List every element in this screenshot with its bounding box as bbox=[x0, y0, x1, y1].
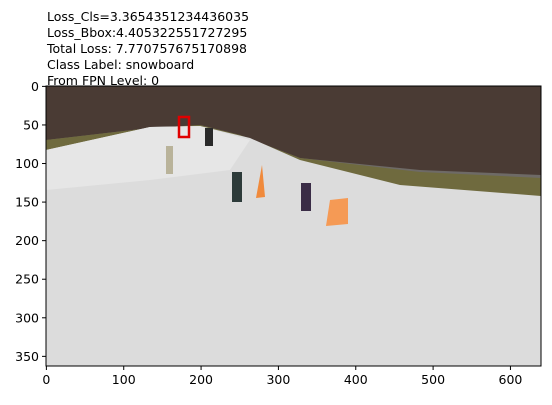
skier bbox=[232, 172, 242, 202]
skier bbox=[166, 146, 173, 174]
x-tick-label: 300 bbox=[266, 372, 290, 387]
x-tick-label: 400 bbox=[344, 372, 368, 387]
y-tick-label: 150 bbox=[15, 195, 39, 210]
flag bbox=[256, 165, 265, 198]
title-line: Total Loss: 7.770757675170898 bbox=[46, 41, 247, 56]
title-line: Loss_Cls=3.3654351234436035 bbox=[47, 9, 249, 24]
skier bbox=[301, 183, 311, 211]
y-tick-label: 350 bbox=[15, 349, 39, 364]
y-tick-label: 100 bbox=[15, 156, 39, 171]
snow bbox=[46, 126, 541, 366]
y-tick-label: 200 bbox=[15, 233, 39, 248]
x-tick-label: 600 bbox=[499, 372, 523, 387]
y-tick-label: 0 bbox=[31, 79, 39, 94]
x-tick-label: 0 bbox=[42, 372, 50, 387]
snow-top bbox=[46, 126, 250, 190]
x-tick-label: 500 bbox=[421, 372, 445, 387]
treeline bbox=[46, 86, 541, 175]
x-tick-label: 100 bbox=[112, 372, 136, 387]
y-tick-label: 50 bbox=[23, 117, 39, 132]
bounding-box bbox=[177, 115, 191, 139]
y-tick-label: 250 bbox=[15, 272, 39, 287]
title-block: Loss_Cls=3.3654351234436035Loss_Bbox:4.4… bbox=[46, 9, 249, 88]
title-line: Class Label: snowboard bbox=[47, 57, 194, 72]
title-line: Loss_Bbox:4.405322551727295 bbox=[47, 25, 247, 40]
y-tick-label: 300 bbox=[15, 310, 39, 325]
axes-frame bbox=[45, 85, 542, 367]
skier bbox=[205, 128, 213, 146]
image bbox=[46, 86, 541, 366]
x-tick-label: 200 bbox=[189, 372, 213, 387]
flag bbox=[326, 198, 348, 226]
title-line: From FPN Level: 0 bbox=[47, 73, 159, 88]
